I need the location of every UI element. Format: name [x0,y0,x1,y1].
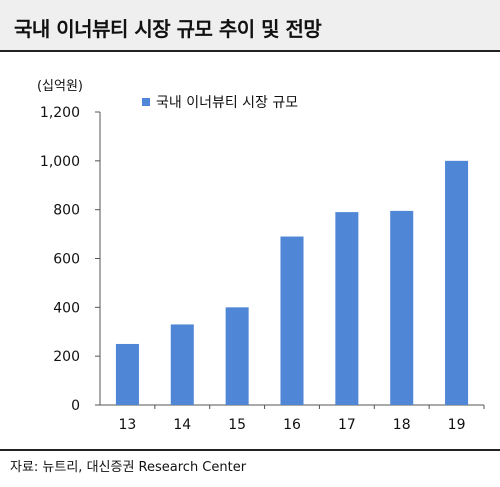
y-tick-label: 1,200 [40,105,80,121]
bar [170,324,194,405]
y-tick-label: 1,000 [40,154,80,170]
legend-label: 국내 이너뷰티 시장 규모 [156,95,298,111]
x-tick-label: 18 [393,417,411,433]
chart-area: (십억원) 0 200 400 600 800 1,000 1,200 13 14 15 16 17 18… [0,60,500,440]
bottom-divider [0,449,500,451]
y-tick-label: 200 [53,349,80,365]
title-band: 국내 이너뷰티 시장 규모 추이 및 전망 [0,0,500,52]
y-tick-label: 600 [53,252,80,268]
x-tick-label: 14 [173,417,191,433]
bar [445,160,469,405]
bar-chart: (십억원) 0 200 400 600 800 1,000 1,200 13 14 15 16 17 18… [37,79,485,433]
x-tick-label: 15 [228,417,246,433]
bar [280,236,304,405]
bar [115,343,139,405]
legend-swatch [142,98,150,106]
x-tick-label: 19 [448,417,466,433]
bar [390,210,414,405]
y-tick-label: 800 [53,203,80,219]
y-tick-label: 400 [53,300,80,316]
chart-title: 국내 이너뷰티 시장 규모 추이 및 전망 [14,17,322,41]
x-tick-label: 13 [119,417,137,433]
y-unit-label: (십억원) [37,79,83,94]
bar [225,307,249,405]
x-tick-label: 17 [338,417,356,433]
y-tick-label: 0 [71,398,80,414]
source-note: 자료: 뉴트리, 대신증권 Research Center [10,460,247,475]
x-tick-label: 16 [283,417,301,433]
bar [335,212,359,405]
